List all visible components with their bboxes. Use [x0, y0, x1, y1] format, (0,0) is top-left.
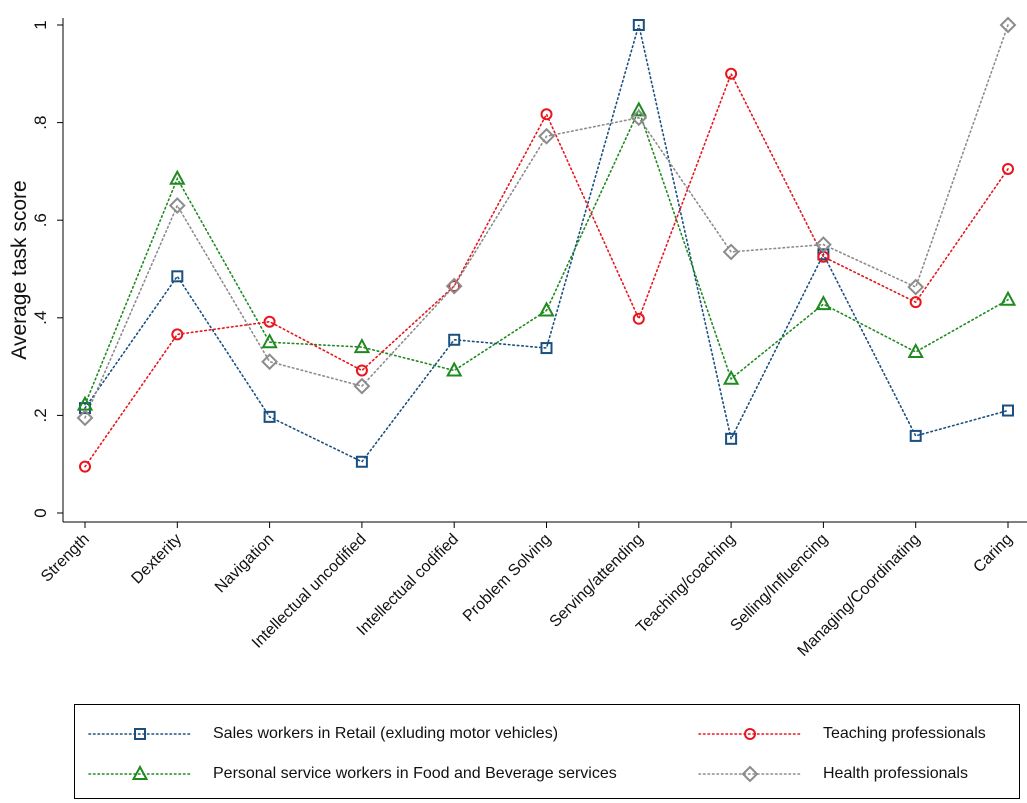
- legend-item-sales-workers: Sales workers in Retail (exluding motor …: [85, 719, 558, 749]
- data-point-triangle: [999, 290, 1017, 306]
- legend-swatch-circle: [698, 728, 802, 740]
- x-tick-label: Selling/Influencing: [727, 531, 831, 635]
- data-point-diamond: [261, 353, 279, 371]
- legend-swatch-square: [88, 728, 192, 740]
- data-point-square: [1002, 404, 1014, 417]
- y-tick-label: .6: [31, 213, 50, 227]
- y-axis-title: Average task score: [8, 180, 31, 359]
- x-axis-ticks: Strength Dexterity Navigation Intellectual …: [38, 522, 1016, 660]
- series-line-diamond: [84, 24, 1009, 419]
- legend-marker-square: [134, 728, 146, 740]
- data-point-diamond: [445, 277, 463, 295]
- x-tick-label: Problem Solving: [460, 531, 554, 625]
- data-point-square: [171, 270, 184, 283]
- legend-label: Personal service workers in Food and Bev…: [213, 765, 617, 782]
- legend-marker-triangle: [131, 764, 149, 780]
- x-tick-label: Teaching/coaching: [633, 531, 739, 637]
- data-point-triangle: [907, 342, 924, 358]
- data-point-diamond: [814, 236, 832, 254]
- data-point-diamond: [353, 377, 371, 395]
- data-point-diamond: [76, 409, 94, 427]
- legend-swatch-diamond: [698, 765, 802, 783]
- series-line-square: [84, 24, 1009, 463]
- data-point-diamond: [538, 127, 555, 145]
- y-axis-ticks: 0 .2 .4 .6 .8 1: [31, 20, 63, 518]
- legend-label: Health professionals: [823, 765, 968, 782]
- legend-label: Teaching professionals: [823, 725, 986, 742]
- x-tick-label: Intellectual codified: [354, 531, 462, 639]
- data-point-diamond: [907, 278, 925, 296]
- data-point-diamond: [999, 16, 1017, 34]
- series-line-circle: [84, 71, 1009, 468]
- series-markers: [76, 16, 1017, 473]
- y-tick-label: 1: [31, 20, 50, 29]
- series-line-triangle: [84, 108, 1009, 406]
- legend-swatch-triangle: [88, 764, 192, 780]
- data-point-square: [448, 333, 461, 346]
- data-point-triangle: [446, 361, 463, 377]
- legend-marker-diamond: [741, 765, 759, 783]
- chart-legend: Sales workers in Retail (exluding motor …: [74, 704, 1020, 799]
- y-tick-label: 0: [31, 508, 50, 517]
- data-point-triangle: [353, 337, 371, 354]
- data-point-diamond: [168, 197, 186, 214]
- legend-item-teaching-professionals: Teaching professionals: [695, 719, 986, 749]
- x-tick-label: Strength: [38, 531, 93, 586]
- data-point-circle: [725, 67, 738, 80]
- data-point-square: [355, 455, 368, 468]
- data-point-triangle: [169, 169, 186, 185]
- data-point-square: [725, 432, 738, 445]
- data-point-square: [632, 19, 645, 31]
- data-point-triangle: [722, 369, 740, 385]
- data-point-circle: [632, 312, 645, 325]
- legend-item-health-professionals: Health professionals: [695, 759, 968, 789]
- legend-label: Sales workers in Retail (exluding motor …: [213, 725, 559, 742]
- data-point-circle: [448, 280, 461, 293]
- data-point-triangle: [630, 101, 647, 117]
- series-lines: [84, 24, 1009, 468]
- data-point-circle: [909, 296, 922, 309]
- data-point-diamond: [630, 109, 648, 127]
- data-point-square: [263, 410, 276, 423]
- data-point-circle: [79, 460, 91, 473]
- y-tick-label: .2: [31, 408, 50, 422]
- legend-marker-circle: [744, 728, 756, 740]
- data-point-triangle: [538, 301, 555, 317]
- data-point-triangle: [815, 295, 832, 311]
- data-point-square: [540, 342, 553, 355]
- x-tick-label: Dexterity: [128, 531, 185, 588]
- y-tick-label: .8: [31, 116, 50, 130]
- x-tick-label: Navigation: [212, 531, 277, 596]
- y-tick-label: .4: [31, 311, 50, 325]
- data-point-diamond: [722, 243, 740, 261]
- legend-item-personal-service-workers: Personal service workers in Food and Bev…: [85, 759, 617, 789]
- data-point-circle: [1002, 162, 1014, 175]
- data-point-circle: [171, 328, 184, 341]
- x-tick-label: Caring: [970, 531, 1015, 576]
- data-point-triangle: [261, 333, 278, 349]
- x-tick-label: Serving/attending: [547, 531, 647, 631]
- data-point-circle: [540, 108, 553, 121]
- data-point-square: [909, 429, 922, 442]
- data-point-circle: [263, 315, 276, 328]
- data-point-circle: [355, 364, 368, 377]
